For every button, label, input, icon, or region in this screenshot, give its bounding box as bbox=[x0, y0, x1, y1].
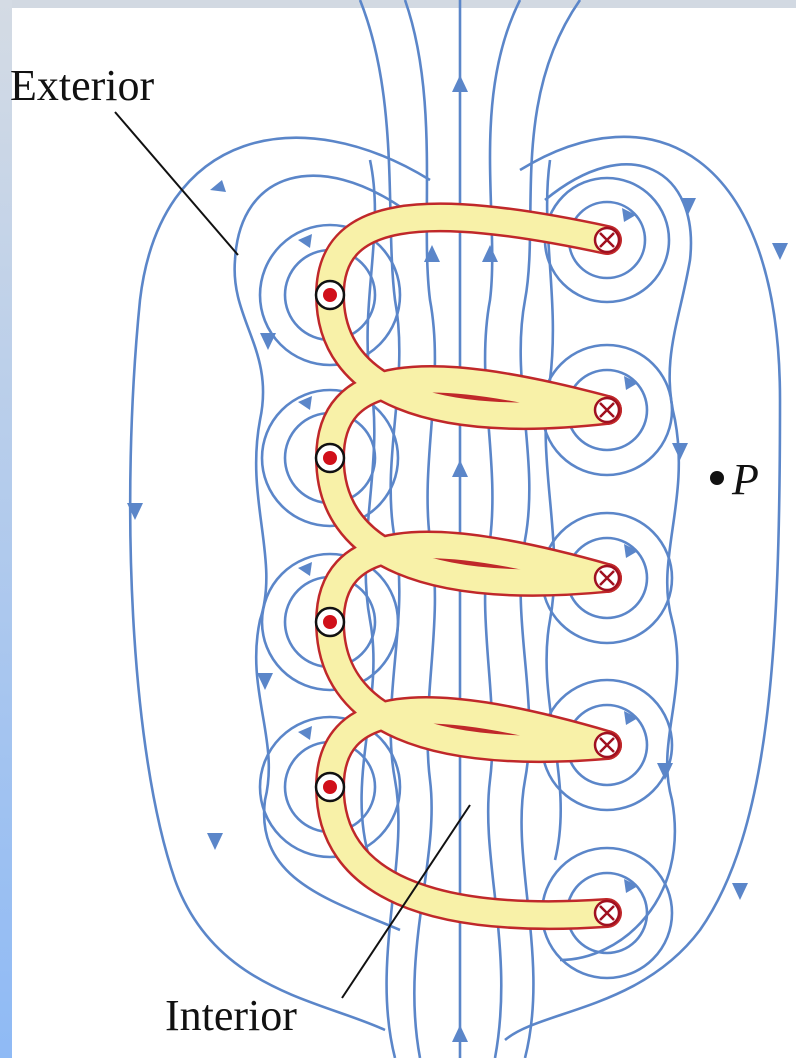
exterior-label: Exterior bbox=[10, 61, 155, 110]
point-label: P bbox=[731, 455, 759, 504]
exterior-leader bbox=[114, 111, 239, 256]
coil bbox=[315, 202, 622, 931]
interior-label: Interior bbox=[165, 991, 297, 1040]
side-strip bbox=[0, 0, 12, 1058]
current-out-markers bbox=[314, 279, 346, 803]
current-in-markers bbox=[593, 226, 621, 927]
top-strip bbox=[0, 0, 796, 8]
interior-leader bbox=[341, 804, 471, 999]
point-dot bbox=[710, 471, 724, 485]
